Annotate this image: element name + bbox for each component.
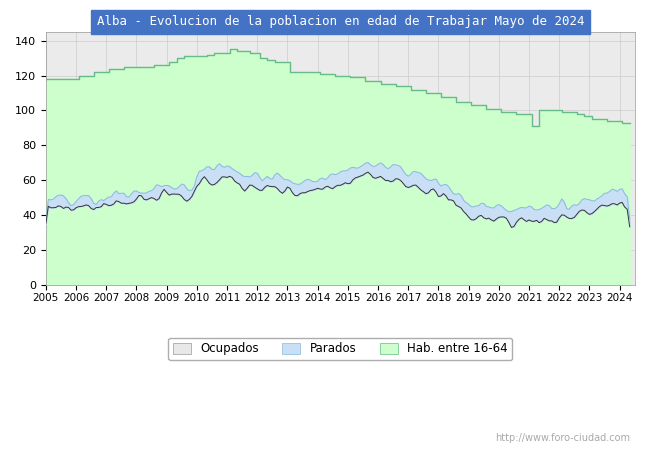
Legend: Ocupados, Parados, Hab. entre 16-64: Ocupados, Parados, Hab. entre 16-64 — [168, 338, 512, 360]
Text: http://www.foro-ciudad.com: http://www.foro-ciudad.com — [495, 433, 630, 443]
Title: Alba - Evolucion de la poblacion en edad de Trabajar Mayo de 2024: Alba - Evolucion de la poblacion en edad… — [97, 15, 584, 28]
